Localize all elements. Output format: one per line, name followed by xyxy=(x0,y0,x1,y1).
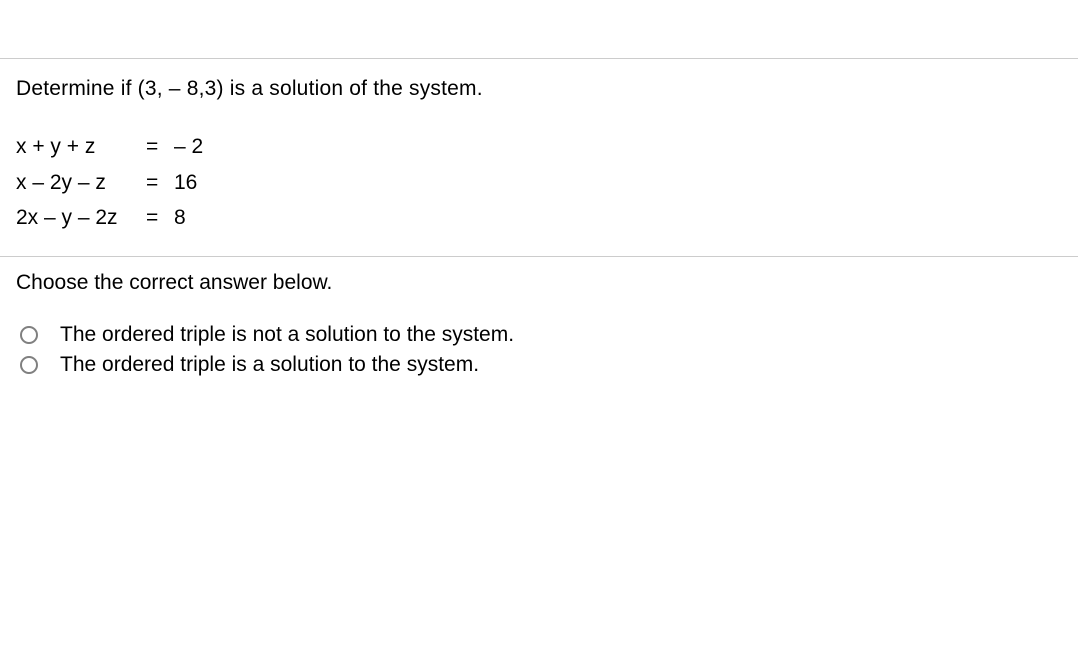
answer-prompt: Choose the correct answer below. xyxy=(16,271,1062,295)
equation-equals: = xyxy=(146,200,174,236)
equation-equals: = xyxy=(146,129,174,165)
equation-lhs: x + y + z xyxy=(16,129,146,165)
equation-lhs: x – 2y – z xyxy=(16,165,146,201)
equation-lhs: 2x – y – 2z xyxy=(16,200,146,236)
equation-equals: = xyxy=(146,165,174,201)
radio-icon[interactable] xyxy=(20,356,38,374)
equation-row: x + y + z = – 2 xyxy=(16,129,1062,165)
equation-system: x + y + z = – 2 x – 2y – z = 16 2x – y –… xyxy=(16,129,1062,236)
equation-rhs: 8 xyxy=(174,200,186,236)
option-label: The ordered triple is not a solution to … xyxy=(60,323,514,347)
equation-rhs: – 2 xyxy=(174,129,203,165)
question-prompt: Determine if (3, – 8,3) is a solution of… xyxy=(16,77,1062,101)
equation-rhs: 16 xyxy=(174,165,197,201)
radio-icon[interactable] xyxy=(20,326,38,344)
equation-row: 2x – y – 2z = 8 xyxy=(16,200,1062,236)
answer-options: The ordered triple is not a solution to … xyxy=(16,323,1062,377)
prompt-suffix: ) is a solution of the system. xyxy=(217,77,483,100)
answer-section: Choose the correct answer below. The ord… xyxy=(0,257,1078,377)
prompt-prefix: Determine if ( xyxy=(16,77,145,100)
option-row[interactable]: The ordered triple is a solution to the … xyxy=(20,353,1062,377)
equation-row: x – 2y – z = 16 xyxy=(16,165,1062,201)
option-row[interactable]: The ordered triple is not a solution to … xyxy=(20,323,1062,347)
question-section: Determine if (3, – 8,3) is a solution of… xyxy=(0,59,1078,256)
option-label: The ordered triple is a solution to the … xyxy=(60,353,479,377)
ordered-triple: 3, – 8,3 xyxy=(145,77,217,100)
